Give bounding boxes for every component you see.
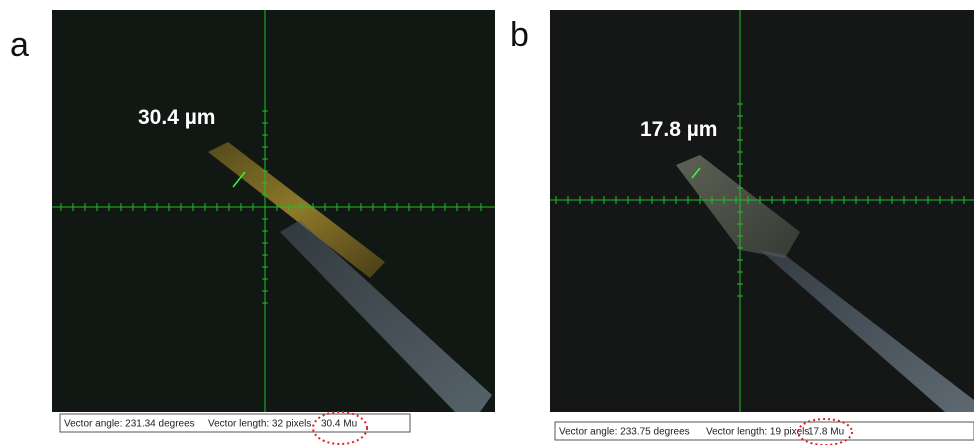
ruler xyxy=(60,110,482,304)
panel-a: a 30.4 µm Vector angle: 231.34 degrees V… xyxy=(10,10,495,445)
fiber xyxy=(280,220,492,412)
status-angle: Vector angle: 231.34 degrees xyxy=(64,419,195,430)
ruler xyxy=(555,103,965,297)
status-value: 17.8 Mu xyxy=(808,427,844,438)
panel-b: b 17.8 µm Vector angle: 233.75 degrees V… xyxy=(510,10,974,445)
measurement: 17.8 µm xyxy=(640,118,717,141)
highlight xyxy=(797,418,853,445)
fiber xyxy=(760,250,974,412)
status-angle: Vector angle: 233.75 degrees xyxy=(559,427,690,438)
status-bar xyxy=(59,413,411,433)
panel-label: a xyxy=(10,26,29,64)
status-length: Vector length: 32 pixels xyxy=(208,419,311,430)
measurement: 30.4 µm xyxy=(138,106,215,129)
status-value: 30.4 Mu xyxy=(321,419,357,430)
vector xyxy=(691,167,701,179)
highlight xyxy=(312,411,368,445)
status-length: Vector length: 19 pixels xyxy=(706,427,809,438)
fiber xyxy=(676,155,800,258)
panel-label: b xyxy=(510,16,529,54)
vector xyxy=(232,171,246,188)
status-bar xyxy=(554,421,974,441)
fiber xyxy=(208,142,385,278)
